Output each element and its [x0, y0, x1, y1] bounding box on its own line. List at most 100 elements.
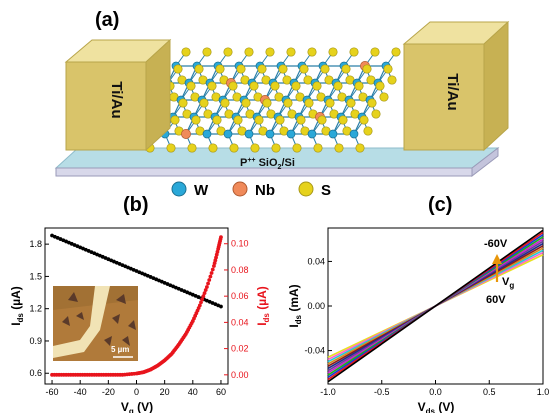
- plot-b-ylabel-left: Ids (µA): [9, 286, 25, 326]
- y-tick-right-label: 0.02: [231, 344, 249, 354]
- series-right-point: [212, 264, 216, 268]
- series-right-point: [212, 261, 217, 266]
- s-atom: [338, 115, 348, 125]
- y-tick-right-label: 0.00: [231, 370, 249, 380]
- s-atom: [379, 92, 389, 102]
- w-atom: [286, 129, 296, 139]
- s-atom: [275, 115, 285, 125]
- x-tick-label: 60: [216, 387, 226, 397]
- substrate-front: [55, 167, 473, 177]
- series-right-point: [208, 274, 213, 279]
- electrode-left: Ti/Au: [64, 38, 172, 152]
- s-atom: [371, 109, 381, 119]
- s-atom: [292, 143, 302, 153]
- s-atom: [362, 64, 372, 74]
- series-right-point: [206, 281, 210, 286]
- s-atom: [391, 47, 401, 57]
- s-atom: [241, 98, 251, 108]
- s-atom: [349, 47, 359, 57]
- series-right-point: [207, 278, 212, 282]
- y-tick-label: 0.00: [307, 301, 325, 311]
- legend-label-s: S: [321, 182, 331, 199]
- s-atom: [355, 143, 365, 153]
- s-atom: [271, 143, 281, 153]
- x-tick-label: -1.0: [320, 387, 336, 397]
- s-atom: [187, 143, 197, 153]
- s-atom: [250, 143, 260, 153]
- plot-c-ylabel: Ids (mA): [287, 284, 303, 327]
- s-atom: [313, 143, 323, 153]
- x-tick-label: 20: [160, 387, 170, 397]
- y-tick-left-label: 1.2: [29, 304, 42, 314]
- x-tick-label: -60: [46, 387, 59, 397]
- s-atom: [325, 98, 335, 108]
- panel-b: (b) 5 µm -60 -40 -20 0 20 40 60 0.6 0.9 1.2 1.5 1.8…: [9, 194, 271, 413]
- s-atom: [254, 115, 264, 125]
- legend-item-w: W: [171, 181, 209, 199]
- w-atom: [202, 129, 212, 139]
- series-right-point: [201, 294, 206, 299]
- y-tick-left-label: 1.5: [29, 271, 42, 281]
- s-atom: [170, 115, 180, 125]
- s-atom: [299, 64, 309, 74]
- panel-c-label: (c): [428, 194, 452, 216]
- s-atom: [173, 64, 183, 74]
- y-tick-right-label: 0.04: [231, 317, 249, 327]
- w-atom-icon: [171, 181, 187, 197]
- legend-label-w: W: [194, 182, 209, 199]
- series-right-point: [204, 285, 209, 289]
- inset-micrograph: 5 µm: [53, 286, 138, 361]
- ws2-lattice: [139, 47, 401, 153]
- s-atom: [202, 47, 212, 57]
- s-atom: [328, 47, 338, 57]
- x-tick-label: 0.5: [483, 387, 496, 397]
- plot-c-marks: -1.0 -0.5 0.0 0.5 1.0 -0.04 0.00 0.04: [304, 229, 549, 397]
- panel-a: (a) P++ SiO2/Si Ti/Au Ti/Au: [54, 9, 510, 178]
- legend-item-s: S: [298, 181, 331, 199]
- plot-c-xlabel: Vds (V): [418, 400, 455, 413]
- series-left-point: [219, 304, 223, 309]
- s-atom: [291, 81, 301, 91]
- s-atom: [199, 98, 209, 108]
- y-tick-left-label: 1.8: [29, 239, 42, 249]
- s-atom: [278, 64, 288, 74]
- series-right-point: [215, 249, 220, 254]
- s-atom: [194, 64, 204, 74]
- annotation-neg60v: -60V: [484, 238, 508, 250]
- series-right-point: [199, 300, 203, 305]
- s-atom: [334, 143, 344, 153]
- s-atom: [307, 47, 317, 57]
- panel-b-label: (b): [123, 194, 149, 216]
- w-atom: [349, 129, 359, 139]
- nb-atom-icon: [232, 181, 248, 197]
- substrate-side: [471, 146, 499, 178]
- w-atom: [265, 129, 275, 139]
- s-atom: [270, 81, 280, 91]
- s-atom: [286, 47, 296, 57]
- electrode-right: Ti/Au: [402, 20, 510, 152]
- x-tick-label: 40: [188, 387, 198, 397]
- y-tick-left-label: 0.6: [29, 368, 42, 378]
- atom-legend: W Nb S: [171, 181, 331, 199]
- w-atom: [328, 129, 338, 139]
- s-atom: [220, 98, 230, 108]
- x-tick-label: 0: [134, 387, 139, 397]
- s-atom: [387, 75, 397, 85]
- output-curve: [327, 229, 544, 383]
- plot-b-xlabel: Vg (V): [121, 400, 153, 413]
- electrode-left-label: Ti/Au: [108, 81, 125, 118]
- y-tick-right-label: 0.06: [231, 291, 249, 301]
- s-atom: [249, 81, 259, 91]
- x-tick-label: -0.5: [374, 387, 390, 397]
- gate-voltage-label: Vg: [502, 276, 514, 290]
- y-tick-left-label: 0.9: [29, 336, 42, 346]
- s-atom: [191, 115, 201, 125]
- s-atom: [181, 47, 191, 57]
- s-atom: [304, 98, 314, 108]
- s-atom: [257, 64, 267, 74]
- s-atom: [370, 47, 380, 57]
- series-right-point: [202, 291, 207, 296]
- y-tick-label: 0.04: [307, 256, 325, 266]
- s-atom: [215, 64, 225, 74]
